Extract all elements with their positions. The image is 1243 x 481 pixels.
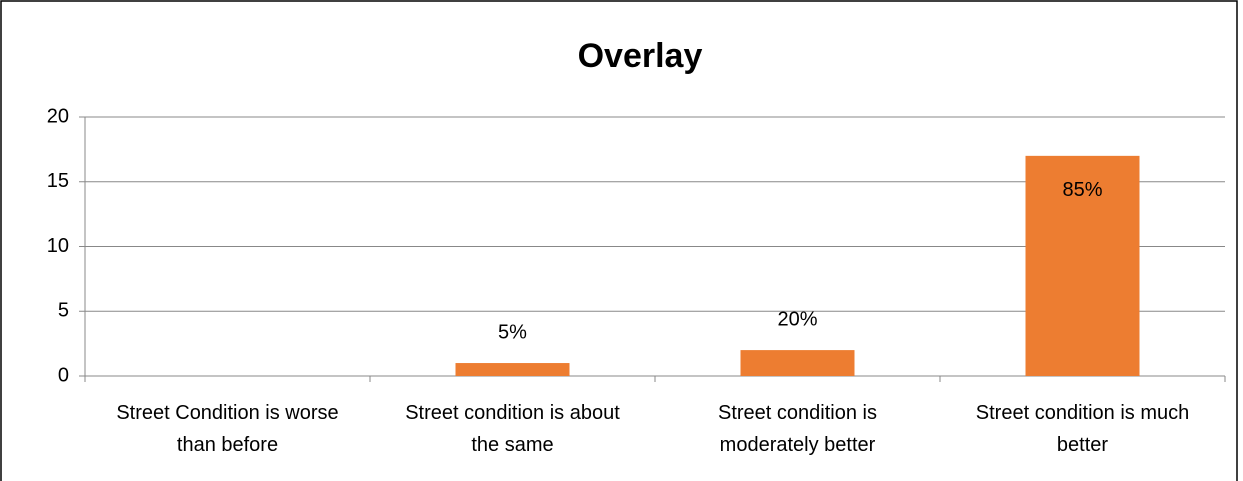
chart-title: Overlay	[578, 37, 703, 75]
bar	[740, 350, 855, 376]
bar	[455, 363, 570, 376]
x-tick-label: Street condition is much better	[975, 402, 1190, 456]
y-tick-label: 5	[58, 300, 69, 322]
x-tick-label: Street Condition is worse than before	[116, 402, 339, 456]
y-tick-label: 0	[58, 364, 69, 386]
bar	[1025, 155, 1140, 376]
data-label: 5%	[498, 321, 527, 343]
data-label: 85%	[1062, 179, 1102, 201]
y-tick-label: 10	[47, 235, 69, 257]
y-tick-label: 15	[47, 170, 69, 192]
data-label: 20%	[777, 308, 817, 330]
x-tick-label: Street condition is moderately better	[718, 402, 877, 456]
y-tick-label: 20	[47, 105, 69, 127]
x-tick-label: Street condition is about the same	[405, 402, 620, 456]
